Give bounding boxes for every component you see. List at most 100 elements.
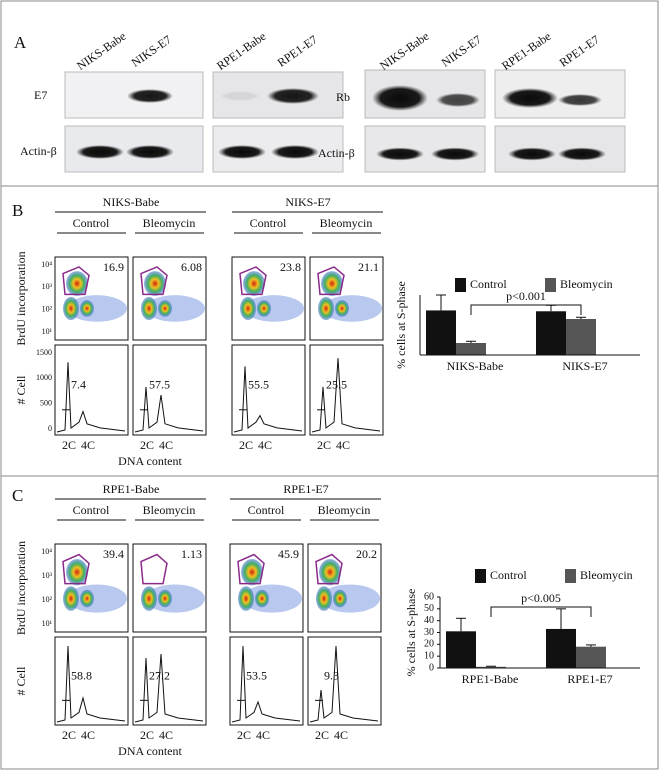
y-tick-label: 50 (424, 603, 434, 614)
cell-cluster (257, 300, 271, 317)
cell-cloud (145, 295, 205, 322)
group-label: RPE1-Babe (103, 482, 160, 496)
lane-label: NIKS-Babe (74, 29, 128, 73)
y-tick-label: 30 (424, 627, 434, 638)
condition-label: Bleomycin (318, 503, 371, 517)
x-tick-label: 4C (336, 438, 350, 452)
blot (494, 125, 626, 173)
row-label: E7 (34, 88, 47, 102)
x-tick-label: RPE1-Babe (462, 672, 519, 686)
legend-swatch (565, 569, 576, 583)
x-tick-label: 4C (258, 438, 272, 452)
histogram (233, 366, 303, 433)
x-tick-label: 4C (256, 728, 270, 742)
lane-label: NIKS-Babe (377, 29, 431, 73)
bar (446, 631, 476, 668)
gate (62, 553, 90, 585)
cell-cluster (238, 586, 254, 611)
cell-cloud (319, 558, 341, 586)
cell-cluster (63, 586, 79, 611)
blot-band (436, 93, 480, 107)
bar (546, 628, 576, 668)
blot-band (431, 147, 479, 161)
legend-label: Control (470, 277, 507, 291)
condition-label: Control (248, 503, 285, 517)
histogram-plot (54, 344, 129, 436)
gate-percent: 45.9 (278, 547, 299, 561)
y-label: # Cell (14, 375, 28, 405)
x-tick-label: 4C (81, 438, 95, 452)
lane-label: NIKS-E7 (439, 32, 484, 69)
y-label: BrdU incorporation (14, 251, 28, 345)
x-tick-label: 2C (315, 728, 329, 742)
row-label: Rb (336, 90, 350, 104)
scatter-tick: 10³ (42, 282, 53, 291)
scatter-tick: 10² (42, 595, 53, 604)
y-label: % cells at S-phase (394, 281, 408, 369)
g1-percent: 53.5 (246, 668, 267, 682)
scatter-tick: 10⁴ (41, 547, 52, 556)
blot-band (558, 147, 606, 161)
panel-label: A (14, 33, 27, 52)
gate (239, 266, 267, 296)
blot-band (271, 145, 319, 159)
gate-percent: 20.2 (356, 547, 377, 561)
panel-label: C (12, 486, 23, 505)
histogram (231, 645, 301, 723)
panel-label: B (12, 201, 23, 220)
cell-cluster (63, 296, 79, 321)
x-tick-label: NIKS-Babe (447, 359, 504, 373)
cell-cluster (158, 589, 172, 608)
row-label: Actin-β (318, 146, 355, 160)
cell-cluster (316, 586, 332, 611)
y-tick-label: 20 (424, 639, 434, 650)
blot-band (220, 91, 260, 101)
cell-cluster (141, 296, 157, 321)
g1-percent: 55.5 (248, 377, 269, 391)
cell-cloud (242, 584, 302, 613)
x-tick-label: 4C (159, 438, 173, 452)
lane-label: RPE1-Babe (214, 29, 268, 73)
gate (62, 266, 90, 296)
cell-cloud (144, 271, 166, 297)
gate-percent: 39.4 (103, 547, 124, 561)
blot-band (218, 145, 266, 159)
gate (237, 553, 265, 585)
histogram-plot (54, 636, 129, 726)
y-label: # Cell (14, 666, 28, 696)
blot-band (376, 147, 424, 161)
y-tick-label: 10 (424, 650, 434, 661)
g1-percent: 58.8 (71, 668, 92, 682)
bar (576, 646, 606, 668)
legend-swatch (545, 278, 556, 292)
scatter-tick: 10¹ (42, 327, 53, 336)
gate (317, 266, 345, 296)
lane-label: RPE1-E7 (557, 32, 602, 69)
bar (566, 319, 596, 355)
blot-band (76, 145, 124, 159)
legend-label: Bleomycin (580, 568, 633, 582)
histogram-plot (229, 636, 304, 726)
hist-tick: 1000 (36, 373, 52, 382)
legend-label: Bleomycin (560, 277, 613, 291)
y-label: % cells at S-phase (404, 589, 418, 677)
cell-cloud (145, 584, 205, 613)
histogram-plot (132, 344, 207, 436)
cell-cloud (67, 584, 127, 613)
histogram (56, 362, 126, 433)
x-tick-label: NIKS-E7 (562, 359, 607, 373)
x-tick-label: RPE1-E7 (567, 672, 612, 686)
group-label: RPE1-E7 (283, 482, 328, 496)
x-tick-label: 4C (159, 728, 173, 742)
legend-swatch (455, 278, 466, 292)
x-tick-label: 4C (334, 728, 348, 742)
cell-cluster (158, 300, 172, 317)
bar (456, 343, 486, 355)
blot-band (558, 94, 602, 106)
cell-cluster (333, 589, 347, 608)
lane-label: RPE1-Babe (499, 29, 553, 73)
blot-band (508, 147, 556, 161)
annotation: p<0.005 (521, 591, 561, 605)
